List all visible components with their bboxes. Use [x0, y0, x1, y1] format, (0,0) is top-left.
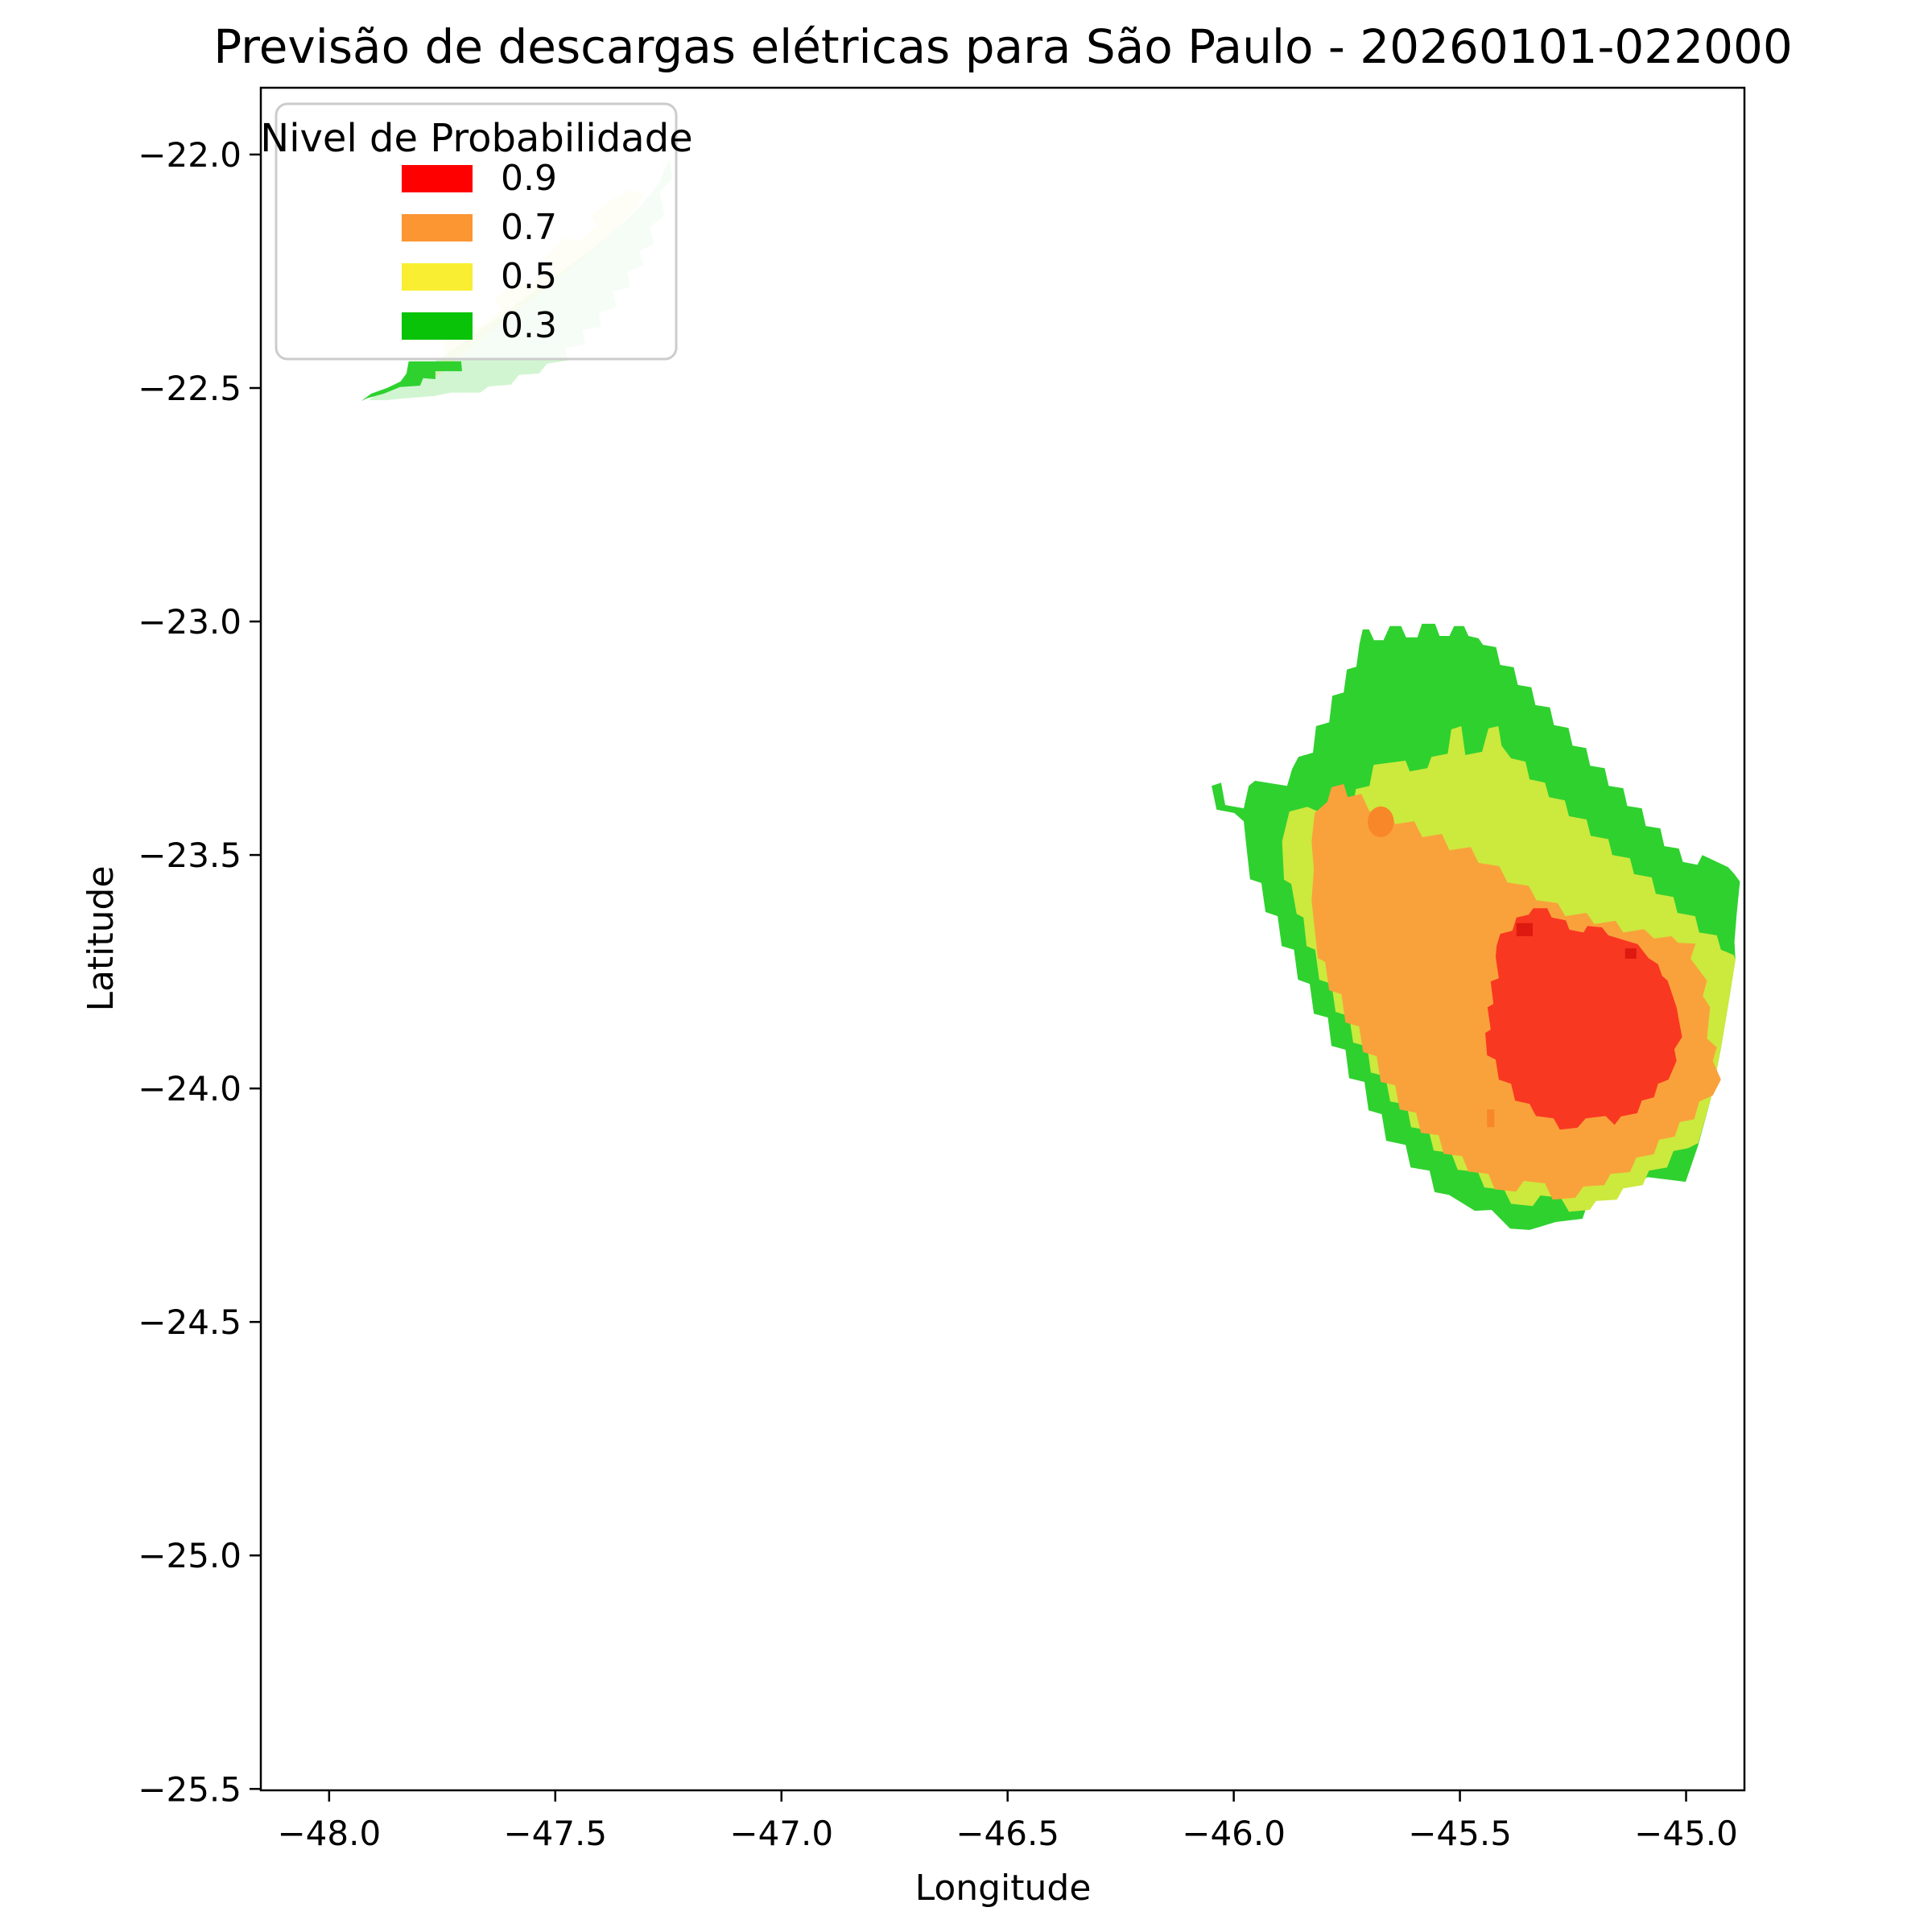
legend-entry-label: 0.3	[501, 305, 557, 346]
y-tick-label: −25.0	[138, 1536, 242, 1575]
legend-swatch-0.3	[402, 312, 473, 340]
plot-border	[259, 86, 1746, 1792]
x-tick-label: −47.5	[503, 1814, 607, 1853]
contour-regions	[361, 159, 1740, 1230]
legend-swatch-0.9	[402, 165, 473, 192]
region-main-blob-red	[1485, 908, 1682, 1130]
legend-background	[275, 102, 678, 361]
y-tick-label: −23.5	[138, 836, 242, 875]
x-tick-label: −45.5	[1408, 1814, 1512, 1853]
y-axis-ticks: −22.0 −22.5 −23.0 −23.5 −24.0 −24.5 −25.0 −25.5	[138, 135, 261, 1809]
x-tick-label: −48.0	[277, 1814, 381, 1853]
x-axis-ticks: −48.0 −47.5 −47.0 −46.5 −46.0 −45.5 −45.0	[277, 1790, 1738, 1853]
legend-entries: 0.9 0.7 0.5 0.3	[402, 158, 557, 346]
legend-entry-label: 0.9	[501, 158, 557, 199]
chart-title: Previsão de descargas elétricas para São…	[213, 19, 1793, 74]
legend-box: Nivel de Probabilidade 0.9 0.7 0.5 0.3	[260, 102, 693, 361]
legend-title: Nivel de Probabilidade	[260, 116, 692, 161]
legend-entry-label: 0.7	[501, 207, 557, 248]
x-tick-label: −45.0	[1634, 1814, 1738, 1853]
y-axis-label: Latitude	[80, 865, 122, 1011]
legend-entry-label: 0.5	[501, 256, 557, 297]
x-tick-label: −46.5	[956, 1814, 1059, 1853]
region-overlap-dark-red-a	[1516, 923, 1533, 936]
y-tick-label: −22.5	[138, 369, 242, 408]
region-streak-green-tail	[361, 361, 462, 402]
y-tick-label: −22.0	[138, 135, 242, 175]
legend-swatch-0.5	[402, 263, 473, 291]
region-overlap-orange-dot	[1367, 806, 1394, 838]
region-overlap-orange-dash	[1487, 1109, 1495, 1128]
x-tick-label: −46.0	[1182, 1814, 1286, 1853]
y-tick-label: −24.0	[138, 1069, 242, 1108]
legend-swatch-0.7	[402, 214, 473, 242]
y-tick-label: −23.0	[138, 602, 242, 642]
y-tick-label: −24.5	[138, 1302, 242, 1342]
x-axis-label: Longitude	[915, 1868, 1092, 1909]
y-tick-label: −25.5	[138, 1769, 242, 1809]
region-overlap-dark-red-b	[1624, 948, 1637, 959]
x-tick-label: −47.0	[729, 1814, 833, 1853]
